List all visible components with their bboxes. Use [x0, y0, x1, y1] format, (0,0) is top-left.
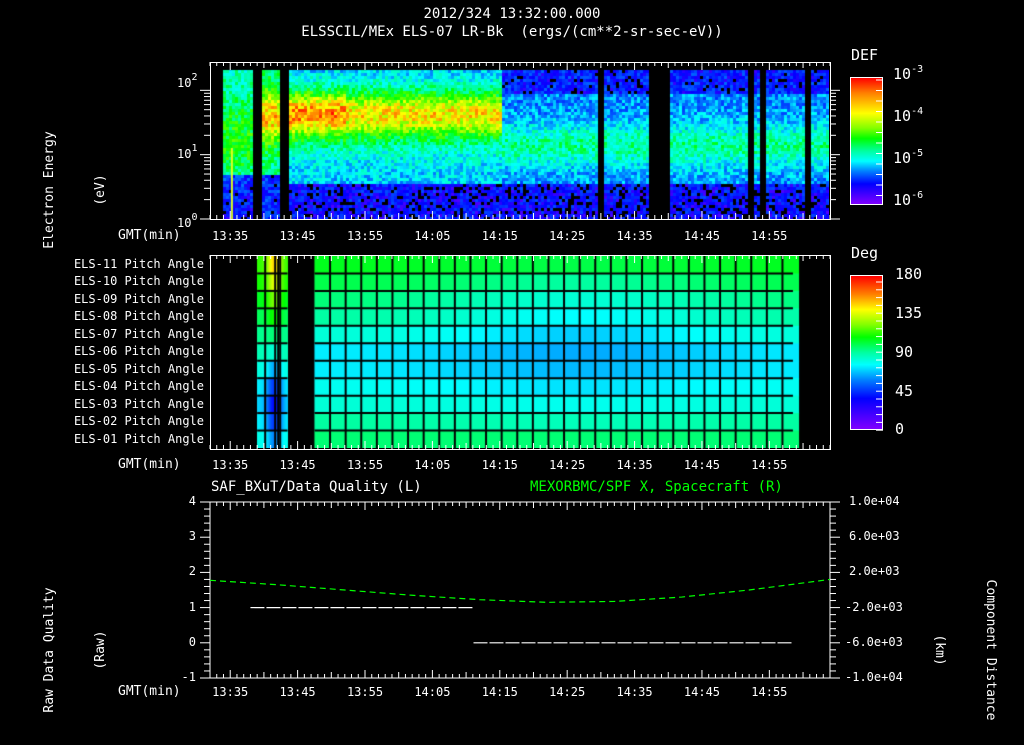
time-tick-label: 14:15 [481, 685, 518, 699]
time-tick-label: 14:05 [414, 458, 451, 472]
data-quality-plot [200, 501, 840, 679]
energy-tick-10: 101 [177, 143, 198, 161]
time-tick-label: 13:35 [212, 229, 249, 243]
right-y-tick-label: 2.0e+03 [849, 564, 900, 579]
def-colorbar-label-1e-6: 10-6 [893, 190, 924, 209]
time-tick-label: 14:55 [751, 458, 788, 472]
right-y-tick-label: -6.0e+03 [845, 634, 903, 649]
def-colorbar-label-1e-5: 10-5 [893, 148, 924, 167]
time-tick-labels-2: 13:35 13:45 13:55 14:05 14:15 14:25 14:35 14:45… [0, 458, 1024, 474]
pitch-angle-ticks [209, 255, 831, 449]
time-tick-label: 14:05 [414, 229, 451, 243]
pitch-angle-row-label: ELS-01 Pitch Angle [73, 431, 204, 446]
plot-subtitle: ELSSCIL/MEx ELS-07 LR-Bk (ergs/(cm**2-sr… [301, 24, 723, 40]
time-tick-label: 14:35 [616, 458, 653, 472]
time-tick-label: 14:25 [549, 458, 586, 472]
energy-spectrogram [211, 63, 829, 219]
right-y-tick-label: 1.0e+04 [849, 494, 900, 508]
deg-label-135: 135 [895, 304, 923, 322]
time-tick-labels-3: 13:35 13:45 13:55 14:05 14:15 14:25 14:35 14:45… [0, 685, 1024, 701]
time-tick-label: 13:55 [346, 229, 384, 243]
deg-label-45: 45 [895, 382, 914, 400]
time-tick-label: 14:35 [616, 685, 653, 699]
def-colorbar-ticks [876, 79, 883, 196]
time-tick-label: 14:15 [481, 458, 518, 472]
pitch-angle-row-label: ELS-11 Pitch Angle [73, 257, 204, 271]
time-tick-label: 14:55 [751, 229, 788, 243]
time-tick-label: 13:35 [212, 458, 249, 472]
energy-tick-1: 100 [177, 212, 198, 230]
pitch-angle-row-label: ELS-07 Pitch Angle [73, 326, 204, 341]
time-tick-label: 14:15 [481, 229, 518, 243]
right-y-tick-label: 6.0e+03 [849, 529, 900, 544]
time-tick-label: 13:45 [279, 685, 316, 699]
time-tick-label: 13:45 [279, 458, 316, 472]
left-y-tick-label: 4 [188, 494, 196, 508]
pitch-angle-row-label: ELS-06 Pitch Angle [73, 344, 204, 359]
left-y-tick-label: -1 [181, 670, 196, 684]
time-tick-label: 14:35 [616, 229, 653, 243]
plot-timestamp: 2012/324 13:32:00.000 [423, 6, 601, 22]
pitch-angle-row-label: ELS-02 Pitch Angle [73, 414, 204, 429]
left-y-tick-label: 1 [188, 599, 196, 614]
pitch-angle-row-label: ELS-05 Pitch Angle [73, 361, 204, 376]
time-tick-label: 14:45 [683, 458, 721, 472]
deg-label-90: 90 [895, 343, 914, 361]
time-tick-label: 14:45 [683, 229, 721, 243]
left-y-tick-label: 3 [188, 529, 196, 544]
time-tick-label: 13:55 [346, 685, 384, 699]
def-colorbar [850, 77, 883, 205]
time-tick-label: 14:25 [549, 685, 586, 699]
data-quality-title: SAF_BXuT/Data Quality (L) [211, 479, 422, 495]
pitch-angle-row-label: ELS-10 Pitch Angle [73, 274, 204, 289]
time-tick-labels-1: 13:35 13:45 13:55 14:05 14:15 14:25 14:35 14:45… [0, 229, 1024, 245]
pitch-angle-row-label: ELS-08 Pitch Angle [73, 309, 204, 324]
def-colorbar-label-1e-4: 10-4 [893, 106, 924, 125]
time-tick-label: 14:45 [683, 685, 721, 699]
time-axis-label-3: GMT(min) [118, 684, 181, 699]
right-y-tick-label: -1.0e+04 [845, 670, 903, 684]
pitch-angle-heatmap [211, 256, 829, 448]
time-axis-label-2: GMT(min) [118, 457, 181, 472]
time-tick-label: 14:55 [751, 685, 788, 699]
def-colorbar-title: DEF [851, 46, 879, 64]
pitch-angle-row-label: ELS-09 Pitch Angle [73, 291, 204, 306]
energy-tick-100: 102 [177, 72, 198, 90]
spacecraft-x-title: MEXORBMC/SPF X, Spacecraft (R) [530, 479, 783, 495]
deg-colorbar-title: Deg [851, 244, 879, 262]
spectrogram-ticks [200, 62, 840, 220]
time-tick-label: 14:05 [414, 685, 451, 699]
time-tick-label: 13:45 [279, 229, 316, 243]
deg-colorbar-ticks [876, 281, 883, 431]
def-colorbar-label-1e-3: 10-3 [893, 64, 924, 83]
left-y-tick-label: 0 [188, 634, 196, 649]
pitch-angle-row-label: ELS-03 Pitch Angle [73, 396, 204, 411]
left-y-tick-label: 2 [188, 564, 196, 579]
deg-label-0: 0 [895, 420, 905, 438]
time-tick-label: 14:25 [549, 229, 586, 243]
pitch-angle-row-label: ELS-04 Pitch Angle [73, 379, 204, 394]
time-tick-label: 13:35 [212, 685, 249, 699]
deg-label-180: 180 [895, 265, 923, 283]
time-tick-label: 13:55 [346, 458, 384, 472]
right-y-tick-label: -2.0e+03 [845, 599, 903, 614]
time-axis-label-1: GMT(min) [118, 228, 181, 243]
